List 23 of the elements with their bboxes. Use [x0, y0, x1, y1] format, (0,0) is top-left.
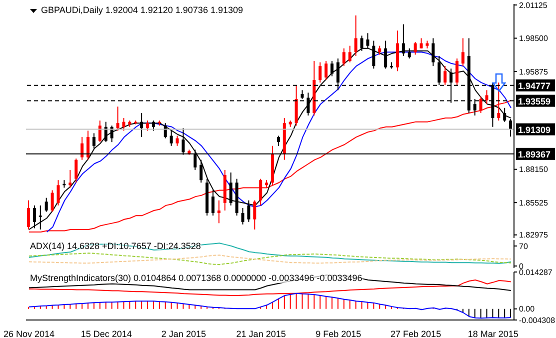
y-tick-label: 70	[519, 242, 528, 251]
chart-title: GBPAUDi,Daily 1.92004 1.92120 1.90736 1.91309	[41, 5, 243, 15]
y-tick-label: 2.01125	[519, 0, 548, 10]
y-tick-label: 1.85525	[519, 198, 548, 208]
ref-line-label: 1.91309	[518, 124, 551, 135]
x-tick-label: 2 Jan 2015	[161, 329, 206, 338]
y-tick-label: 1.82975	[519, 230, 548, 240]
chart-title: MyStrengthIndicators(30) 0.0104864 0.0071368 0.0000000 -0.0033496 -0.0033496	[30, 273, 362, 283]
x-tick-label: 15 Dec 2014	[80, 329, 132, 338]
y-tick-label: 1.95875	[519, 67, 548, 76]
x-tick-label: 18 Mar 2015	[468, 329, 518, 338]
y-tick-label: 0.014287	[519, 268, 553, 277]
ref-line-label: 1.93559	[518, 96, 551, 106]
y-tick-label: 0.00	[519, 304, 536, 314]
y-tick-label: 1.98500	[519, 34, 548, 44]
ref-line-label: 1.94777	[518, 80, 551, 91]
y-tick-label: -0.004308	[519, 316, 556, 325]
x-tick-label: 21 Jan 2015	[236, 329, 286, 338]
ref-line-label: 1.89367	[518, 149, 551, 160]
x-tick-label: 27 Feb 2015	[390, 329, 442, 338]
y-tick-label: 1.88150	[519, 165, 548, 174]
x-tick-label: 26 Nov 2014	[3, 329, 54, 338]
x-tick-label: 9 Feb 2015	[316, 329, 362, 338]
